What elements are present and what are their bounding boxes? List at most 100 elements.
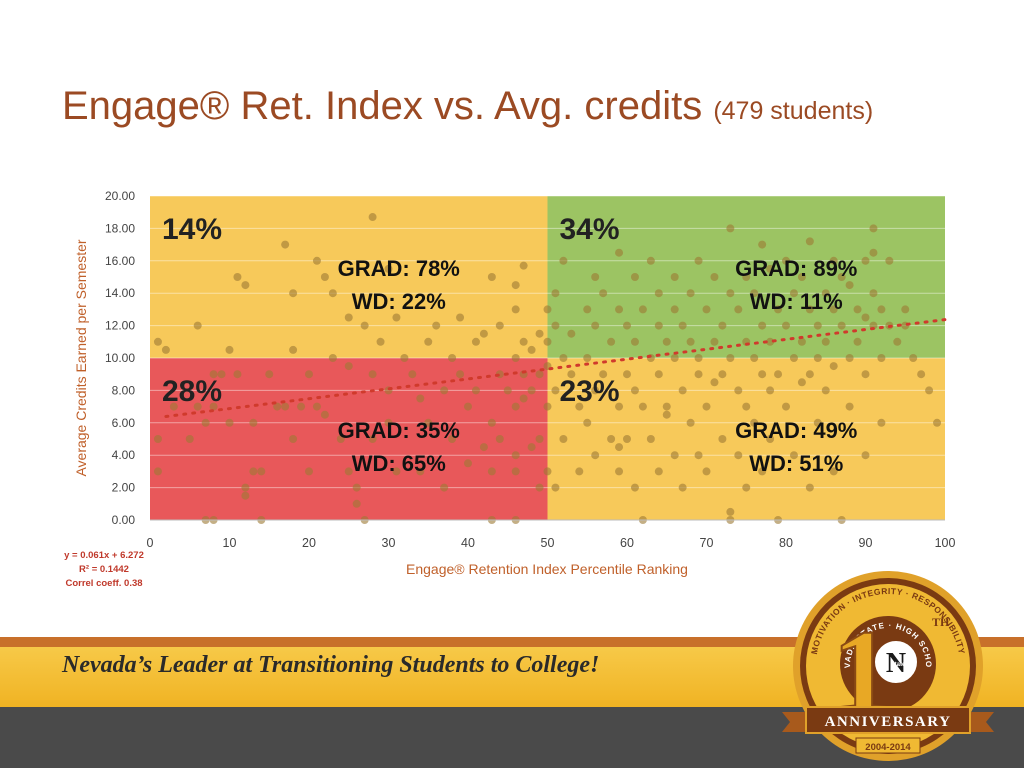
data-point <box>312 256 321 265</box>
data-point <box>615 402 624 411</box>
data-point <box>384 418 393 427</box>
seal-years: 2004-2014 <box>865 742 911 753</box>
data-point <box>877 305 886 314</box>
data-point <box>853 337 862 346</box>
data-point <box>320 410 329 419</box>
data-point <box>933 418 942 427</box>
data-point <box>670 451 679 460</box>
data-point <box>583 418 592 427</box>
data-point <box>273 402 282 411</box>
data-point <box>519 337 528 346</box>
data-point <box>471 337 480 346</box>
y-tick-label: 4.00 <box>112 448 136 462</box>
data-point <box>511 467 520 476</box>
data-point <box>877 354 886 362</box>
data-point <box>782 402 790 411</box>
data-point <box>400 354 409 362</box>
x-tick-label: 70 <box>700 536 714 550</box>
data-point <box>789 354 798 362</box>
data-point <box>901 305 910 314</box>
quadrant-bottom-left <box>150 358 548 520</box>
data-point <box>320 273 329 281</box>
data-point <box>575 402 584 411</box>
data-point <box>742 273 751 281</box>
data-point <box>829 467 838 476</box>
data-point <box>368 370 377 379</box>
data-point <box>774 305 783 314</box>
data-point <box>654 467 663 476</box>
data-point <box>583 354 592 362</box>
data-point <box>185 435 194 443</box>
data-point <box>487 467 496 476</box>
seal-ribbon <box>805 706 971 734</box>
data-point <box>702 305 711 314</box>
data-point <box>591 321 600 330</box>
data-point <box>909 354 918 362</box>
data-points <box>153 213 942 524</box>
data-point <box>718 370 727 379</box>
data-point <box>853 305 862 314</box>
data-point <box>789 289 798 298</box>
regression-equation: y = 0.061x + 6.272 <box>64 550 144 561</box>
quadrant-pct-label: 34% <box>560 213 620 246</box>
seal-ordinal: TH <box>932 615 950 629</box>
data-point <box>297 402 306 411</box>
data-point <box>877 418 886 427</box>
data-point <box>686 289 695 298</box>
data-point <box>241 491 250 500</box>
data-point <box>519 261 528 270</box>
data-point <box>694 370 703 379</box>
data-point <box>805 237 814 246</box>
data-point <box>519 394 528 403</box>
data-point <box>845 354 854 362</box>
data-point <box>344 467 353 476</box>
x-tick-label: 10 <box>223 536 237 550</box>
data-point <box>742 483 751 492</box>
x-tick-label: 60 <box>620 536 634 550</box>
data-point <box>344 313 353 322</box>
data-point <box>209 402 218 411</box>
data-point <box>289 289 298 298</box>
axes: 0.00 2.00 4.00 6.00 8.00 10.00 12.00 14.00 16.00… <box>105 189 956 550</box>
data-point <box>599 370 608 379</box>
data-point <box>726 289 735 298</box>
slide-title-subtitle: (479 students) <box>713 97 874 125</box>
data-point <box>638 305 647 314</box>
data-point <box>837 321 846 330</box>
data-point <box>289 345 298 354</box>
data-point <box>750 418 759 427</box>
regression-r-squared: R² = 0.1442 <box>79 564 129 575</box>
data-point <box>153 467 162 476</box>
y-tick-label: 16.00 <box>105 254 135 268</box>
data-point <box>670 273 679 281</box>
data-point <box>551 289 560 298</box>
data-point <box>630 386 639 395</box>
data-point <box>718 321 727 330</box>
quadrant-wd-label: WD: 11% <box>750 289 843 314</box>
data-point <box>845 281 854 290</box>
data-point <box>662 402 671 411</box>
seal-monogram: N <box>886 648 906 679</box>
quadrant-pct-label: 14% <box>162 213 222 246</box>
data-point <box>440 483 449 492</box>
data-point <box>551 386 560 395</box>
data-point <box>416 467 425 476</box>
quadrant-grad-label: GRAD: 89% <box>735 256 857 281</box>
data-point <box>861 313 870 322</box>
data-point <box>623 370 631 379</box>
correlation-coefficient: Correl coeff. 0.38 <box>65 578 143 589</box>
data-point <box>726 224 735 233</box>
y-tick-label: 14.00 <box>105 286 135 300</box>
data-point <box>368 213 377 222</box>
data-point <box>813 321 822 330</box>
data-point <box>623 435 631 443</box>
data-point <box>591 386 600 395</box>
y-tick-label: 0.00 <box>112 513 136 527</box>
data-point <box>869 248 878 257</box>
data-point <box>527 443 536 452</box>
data-point <box>686 418 695 427</box>
data-point <box>615 467 624 476</box>
data-point <box>750 354 759 362</box>
data-point <box>559 256 568 265</box>
data-point <box>535 483 544 492</box>
